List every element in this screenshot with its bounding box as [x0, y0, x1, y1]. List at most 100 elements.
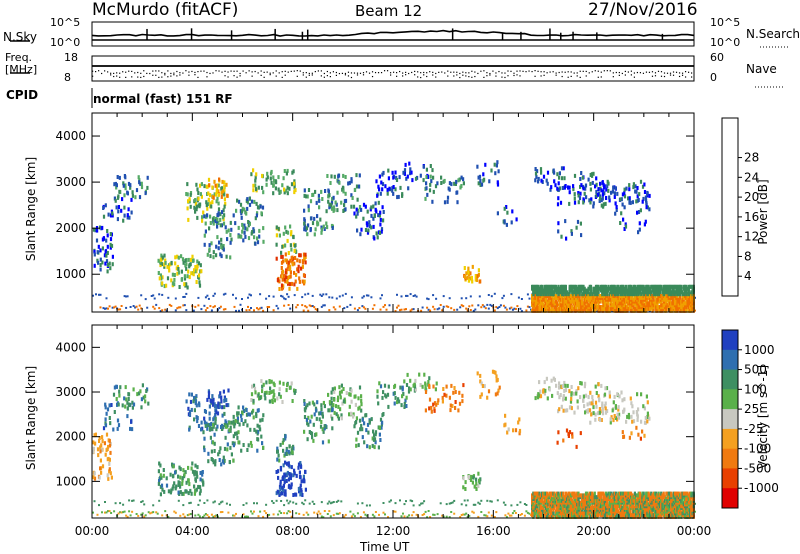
- scatter-cell: [635, 306, 638, 311]
- scatter-cell: [636, 514, 639, 519]
- scatter-cell: [227, 388, 230, 393]
- scatter-cell: [636, 186, 639, 190]
- scatter-cell: [645, 205, 648, 210]
- scatter-cell: [117, 308, 120, 311]
- scatter-cell: [97, 453, 100, 458]
- scatter-cell: [635, 189, 638, 194]
- scatter-cell: [193, 417, 196, 422]
- scatter-cell: [549, 187, 552, 192]
- scatter-cell: [547, 502, 550, 507]
- scatter-cell: [667, 284, 670, 289]
- scatter-cell: [379, 210, 382, 215]
- scatter-cell: [660, 303, 663, 308]
- scatter-cell: [552, 168, 555, 173]
- scatter-cell: [596, 498, 599, 503]
- scatter-cell: [124, 175, 127, 180]
- scatter-cell: [579, 288, 583, 293]
- scatter-cell: [667, 288, 670, 293]
- scatter-cell: [189, 192, 192, 197]
- scatter-cell: [131, 400, 134, 405]
- scatter-cell: [189, 488, 192, 493]
- scatter-cell: [188, 409, 192, 414]
- scatter-cell: [694, 502, 696, 505]
- scatter-cell: [526, 293, 529, 296]
- scatter-cell: [685, 509, 688, 514]
- scatter-cell: [287, 251, 290, 255]
- scatter-cell: [99, 466, 102, 471]
- scatter-cell: [146, 306, 149, 309]
- scatter-cell: [663, 498, 667, 503]
- scatter-cell: [442, 515, 445, 518]
- scatter-cell: [672, 284, 675, 289]
- scatter-cell: [561, 306, 564, 311]
- scatter-cell: [502, 294, 505, 297]
- scatter-cell: [480, 182, 484, 187]
- scatter-cell: [272, 191, 275, 196]
- scatter-cell: [123, 193, 126, 198]
- scatter-cell: [525, 510, 528, 513]
- scatter-cell: [561, 295, 564, 300]
- scatter-cell: [287, 295, 290, 298]
- scatter-cell: [141, 383, 144, 388]
- scatter-cell: [601, 491, 604, 496]
- scatter-cell: [660, 308, 663, 313]
- scatter-cell: [534, 171, 538, 176]
- scatter-cell: [280, 250, 283, 255]
- scatter-cell: [614, 186, 617, 191]
- scatter-cell: [573, 200, 577, 205]
- scatter-cell: [493, 292, 496, 295]
- scatter-cell: [280, 500, 283, 502]
- scatter-cell: [534, 505, 537, 510]
- scatter-cell: [194, 198, 197, 202]
- scatter-cell: [577, 301, 580, 306]
- scatter-cell: [207, 297, 210, 300]
- scatter-cell: [592, 286, 595, 291]
- scatter-cell: [597, 187, 600, 192]
- scatter-cell: [635, 199, 638, 204]
- scatter-cell: [655, 284, 658, 289]
- scatter-cell: [619, 197, 622, 202]
- scatter-cell: [670, 295, 673, 300]
- scatter-cell: [510, 220, 513, 225]
- scatter-cell: [623, 500, 626, 505]
- scatter-cell: [180, 254, 183, 259]
- scatter-cell: [381, 294, 383, 297]
- scatter-cell: [614, 201, 617, 206]
- scatter-cell: [454, 182, 457, 186]
- scatter-cell: [576, 502, 579, 507]
- scatter-cell: [637, 210, 641, 214]
- scatter-cell: [165, 283, 168, 288]
- scatter-cell: [572, 290, 575, 295]
- scatter-cell: [680, 498, 683, 503]
- scatter-cell: [584, 186, 587, 191]
- scatter-cell: [645, 305, 648, 310]
- scatter-cell: [689, 497, 692, 501]
- scatter-cell: [380, 180, 383, 185]
- scatter-cell: [489, 500, 492, 503]
- scatter-cell: [504, 306, 507, 309]
- scatter-cell: [165, 476, 168, 481]
- scatter-cell: [207, 423, 210, 428]
- scatter-cell: [578, 493, 581, 498]
- scatter-cell: [552, 308, 555, 313]
- scatter-cell: [607, 188, 610, 193]
- scatter-cell: [647, 306, 650, 311]
- scatter-cell: [627, 500, 630, 505]
- scatter-cell: [207, 391, 211, 396]
- scatter-cell: [448, 516, 451, 519]
- scatter-cell: [406, 515, 409, 518]
- scatter-cell: [352, 513, 355, 516]
- scatter-cell: [265, 512, 268, 515]
- scatter-cell: [607, 181, 610, 186]
- scatter-cell: [328, 309, 331, 312]
- scatter-cell: [126, 414, 129, 419]
- scatter-cell: [219, 217, 222, 222]
- scatter-cell: [308, 304, 311, 307]
- scatter-cell: [222, 191, 225, 196]
- scatter-cell: [194, 463, 197, 468]
- scatter-cell: [640, 284, 643, 289]
- scatter-cell: [200, 269, 203, 274]
- scatter-cell: [135, 188, 139, 193]
- scatter-cell: [442, 295, 445, 298]
- scatter-cell: [673, 301, 677, 306]
